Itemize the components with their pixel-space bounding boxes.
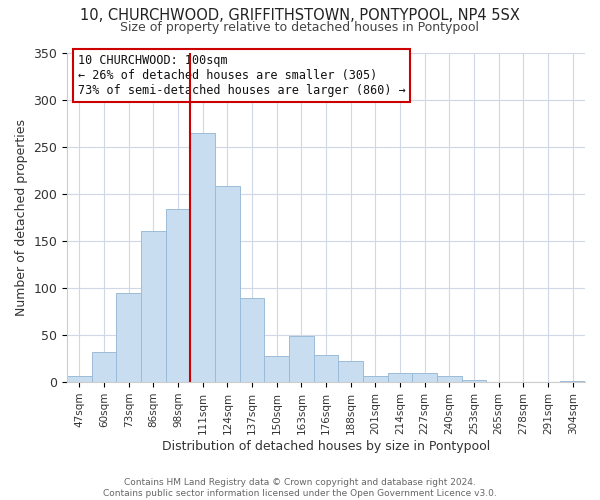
Bar xyxy=(166,209,190,382)
Bar xyxy=(215,186,240,382)
Text: 10 CHURCHWOOD: 100sqm
← 26% of detached houses are smaller (305)
73% of semi-det: 10 CHURCHWOOD: 100sqm ← 26% of detached … xyxy=(77,54,405,97)
Bar xyxy=(462,380,487,382)
Bar xyxy=(388,372,412,382)
Bar xyxy=(338,362,363,382)
Bar xyxy=(92,352,116,382)
Y-axis label: Number of detached properties: Number of detached properties xyxy=(15,119,28,316)
Text: Contains HM Land Registry data © Crown copyright and database right 2024.
Contai: Contains HM Land Registry data © Crown c… xyxy=(103,478,497,498)
X-axis label: Distribution of detached houses by size in Pontypool: Distribution of detached houses by size … xyxy=(162,440,490,452)
Bar xyxy=(314,355,338,382)
Bar xyxy=(437,376,462,382)
Bar xyxy=(289,336,314,382)
Bar xyxy=(560,381,585,382)
Bar xyxy=(190,132,215,382)
Bar xyxy=(363,376,388,382)
Bar xyxy=(116,292,141,382)
Bar xyxy=(67,376,92,382)
Text: Size of property relative to detached houses in Pontypool: Size of property relative to detached ho… xyxy=(121,21,479,34)
Bar xyxy=(240,298,265,382)
Bar xyxy=(412,372,437,382)
Text: 10, CHURCHWOOD, GRIFFITHSTOWN, PONTYPOOL, NP4 5SX: 10, CHURCHWOOD, GRIFFITHSTOWN, PONTYPOOL… xyxy=(80,8,520,22)
Bar xyxy=(265,356,289,382)
Bar xyxy=(141,232,166,382)
